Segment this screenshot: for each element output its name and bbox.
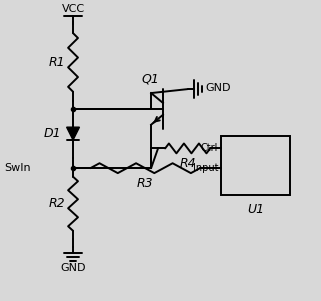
Bar (221, 135, 291, 195)
Text: R3: R3 (137, 177, 153, 190)
Text: Ctrl: Ctrl (201, 143, 218, 154)
Text: GND: GND (60, 263, 86, 273)
Text: R1: R1 (48, 56, 65, 69)
Text: D1: D1 (44, 127, 61, 140)
Polygon shape (67, 127, 80, 140)
Text: VCC: VCC (62, 4, 85, 14)
Text: Input: Input (193, 163, 218, 173)
Text: R2: R2 (48, 197, 65, 210)
Text: GND: GND (205, 83, 231, 93)
Text: R4: R4 (179, 157, 196, 170)
Text: U1: U1 (247, 203, 265, 216)
Text: Q1: Q1 (141, 72, 159, 85)
Text: SwIn: SwIn (4, 163, 30, 173)
